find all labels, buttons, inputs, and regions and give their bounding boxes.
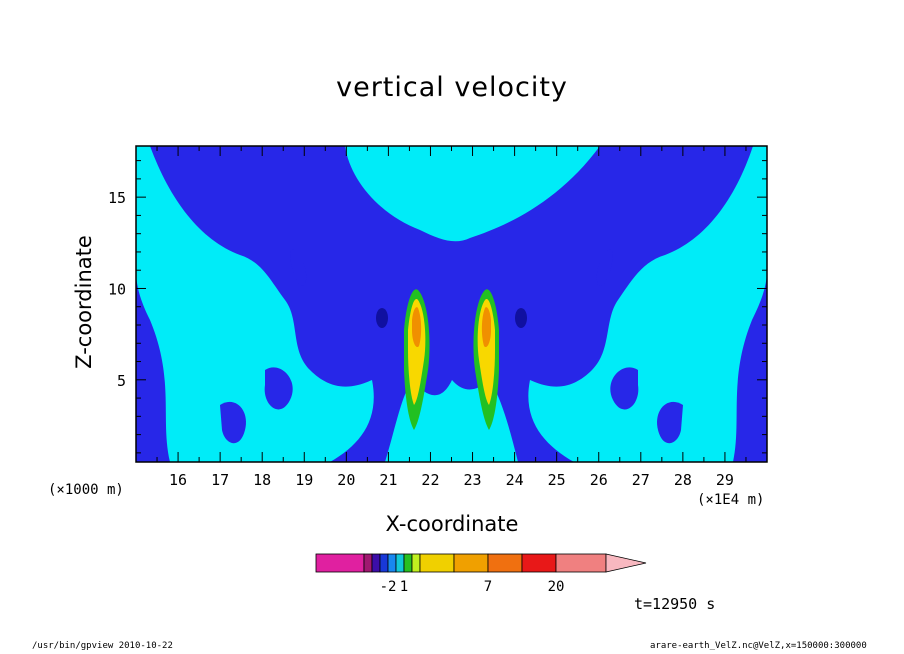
contour-cyan-left-region	[136, 146, 374, 462]
colorbar-segment	[487, 553, 523, 573]
y-axis-label: Z-coordinate	[72, 235, 96, 369]
contour-cyan-top-region	[345, 146, 600, 242]
x-tick-label: 18	[253, 471, 271, 489]
x-tick-label: 29	[716, 471, 734, 489]
x-tick-label: 26	[590, 471, 608, 489]
contour-cyan-right-region	[528, 146, 767, 462]
y-tick-label: 10	[108, 280, 126, 298]
x-tick-label: 24	[506, 471, 524, 489]
colorbar-segment	[521, 553, 557, 573]
colorbar-segment	[453, 553, 489, 573]
contour-blue-blob-left-3	[290, 249, 307, 286]
x-unit-note: (×1000 m)	[48, 482, 124, 498]
x-tick-label: 20	[337, 471, 355, 489]
colorbar-segment	[371, 553, 381, 573]
colorbar-segment	[555, 553, 607, 573]
x-scale-note: (×1E4 m)	[697, 492, 765, 508]
contour-blue-blob-right-3	[596, 249, 613, 286]
colorbar-segment	[363, 553, 373, 573]
colorbar-tick-label: -2	[380, 579, 397, 595]
contour-blue-blob-left-1	[220, 401, 246, 444]
colorbar-segment	[419, 553, 455, 573]
colorbar-segment	[315, 553, 365, 573]
colorbar-segment	[411, 553, 421, 573]
x-tick-label: 21	[379, 471, 397, 489]
x-axis-label: X-coordinate	[385, 512, 519, 536]
y-tick-label: 15	[108, 189, 126, 207]
x-tick-label: 22	[421, 471, 439, 489]
footer-program-date: /usr/bin/gpview 2010-10-22	[32, 641, 173, 651]
y-tick-label: 5	[117, 372, 126, 390]
contour-orange-left-plume	[412, 307, 422, 348]
colorbar-tick-label: 1	[400, 579, 408, 595]
contour-blue-blob-right-2	[610, 367, 639, 410]
contour-blue-blob-left-2	[264, 367, 293, 410]
x-tick-label: 27	[632, 471, 650, 489]
x-tick-label: 19	[295, 471, 313, 489]
contour-blue-blob-right-1	[657, 401, 683, 444]
contour-dark-blue-left	[376, 308, 388, 328]
colorbar-segment	[403, 553, 413, 573]
time-annotation: t=12950 s	[634, 595, 716, 613]
colorbar-segment	[379, 553, 389, 573]
colorbar-segment	[395, 553, 405, 573]
x-tick-label: 28	[674, 471, 692, 489]
x-tick-label: 23	[464, 471, 482, 489]
x-tick-label: 16	[169, 471, 187, 489]
x-tick-label: 17	[211, 471, 229, 489]
colorbar-extension-arrow	[605, 553, 647, 573]
footer-source-file: arare-earth_VelZ.nc@VelZ,x=150000:300000	[650, 641, 867, 651]
contour-dark-blue-right	[515, 308, 527, 328]
colorbar-tick-label: 20	[548, 579, 565, 595]
colorbar-segment	[387, 553, 397, 573]
chart-title: vertical velocity	[336, 72, 568, 103]
contour-orange-right-plume	[481, 307, 491, 348]
colorbar-tick-label: 7	[484, 579, 492, 595]
x-tick-label: 25	[548, 471, 566, 489]
